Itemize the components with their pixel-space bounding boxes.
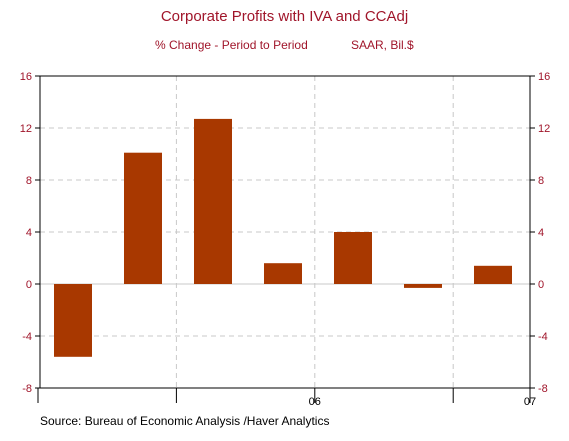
y-tick-label-left: 12 (20, 123, 32, 135)
y-tick-label-right: 0 (538, 279, 544, 291)
chart-subtitle-left: % Change - Period to Period (155, 38, 308, 52)
bar (334, 232, 372, 284)
y-tick-label-right: 16 (538, 71, 550, 83)
chart-title: Corporate Profits with IVA and CCAdj (160, 8, 409, 25)
y-tick-label-left: -8 (22, 383, 32, 395)
bar (54, 284, 92, 357)
y-tick-label-right: 8 (538, 175, 544, 187)
bar (264, 263, 302, 284)
x-tick-label: 07 (524, 396, 536, 408)
y-tick-label-right: 12 (538, 123, 550, 135)
x-tick-label: 06 (309, 396, 321, 408)
bar (474, 265, 512, 284)
chart-subtitle-right: SAAR, Bil.$ (351, 38, 414, 52)
y-tick-label-right: -8 (538, 383, 548, 395)
y-tick-label-left: 4 (26, 227, 32, 239)
y-tick-label-left: -4 (22, 331, 32, 343)
y-tick-label-right: -4 (538, 331, 548, 343)
bar (124, 152, 162, 284)
y-tick-label-right: 4 (538, 227, 544, 239)
bar (404, 284, 442, 288)
y-tick-label-left: 16 (20, 71, 32, 83)
y-tick-label-left: 0 (26, 279, 32, 291)
y-tick-label-left: 8 (26, 175, 32, 187)
bar (194, 118, 232, 285)
source-note: Source: Bureau of Economic Analysis /Hav… (40, 414, 330, 428)
